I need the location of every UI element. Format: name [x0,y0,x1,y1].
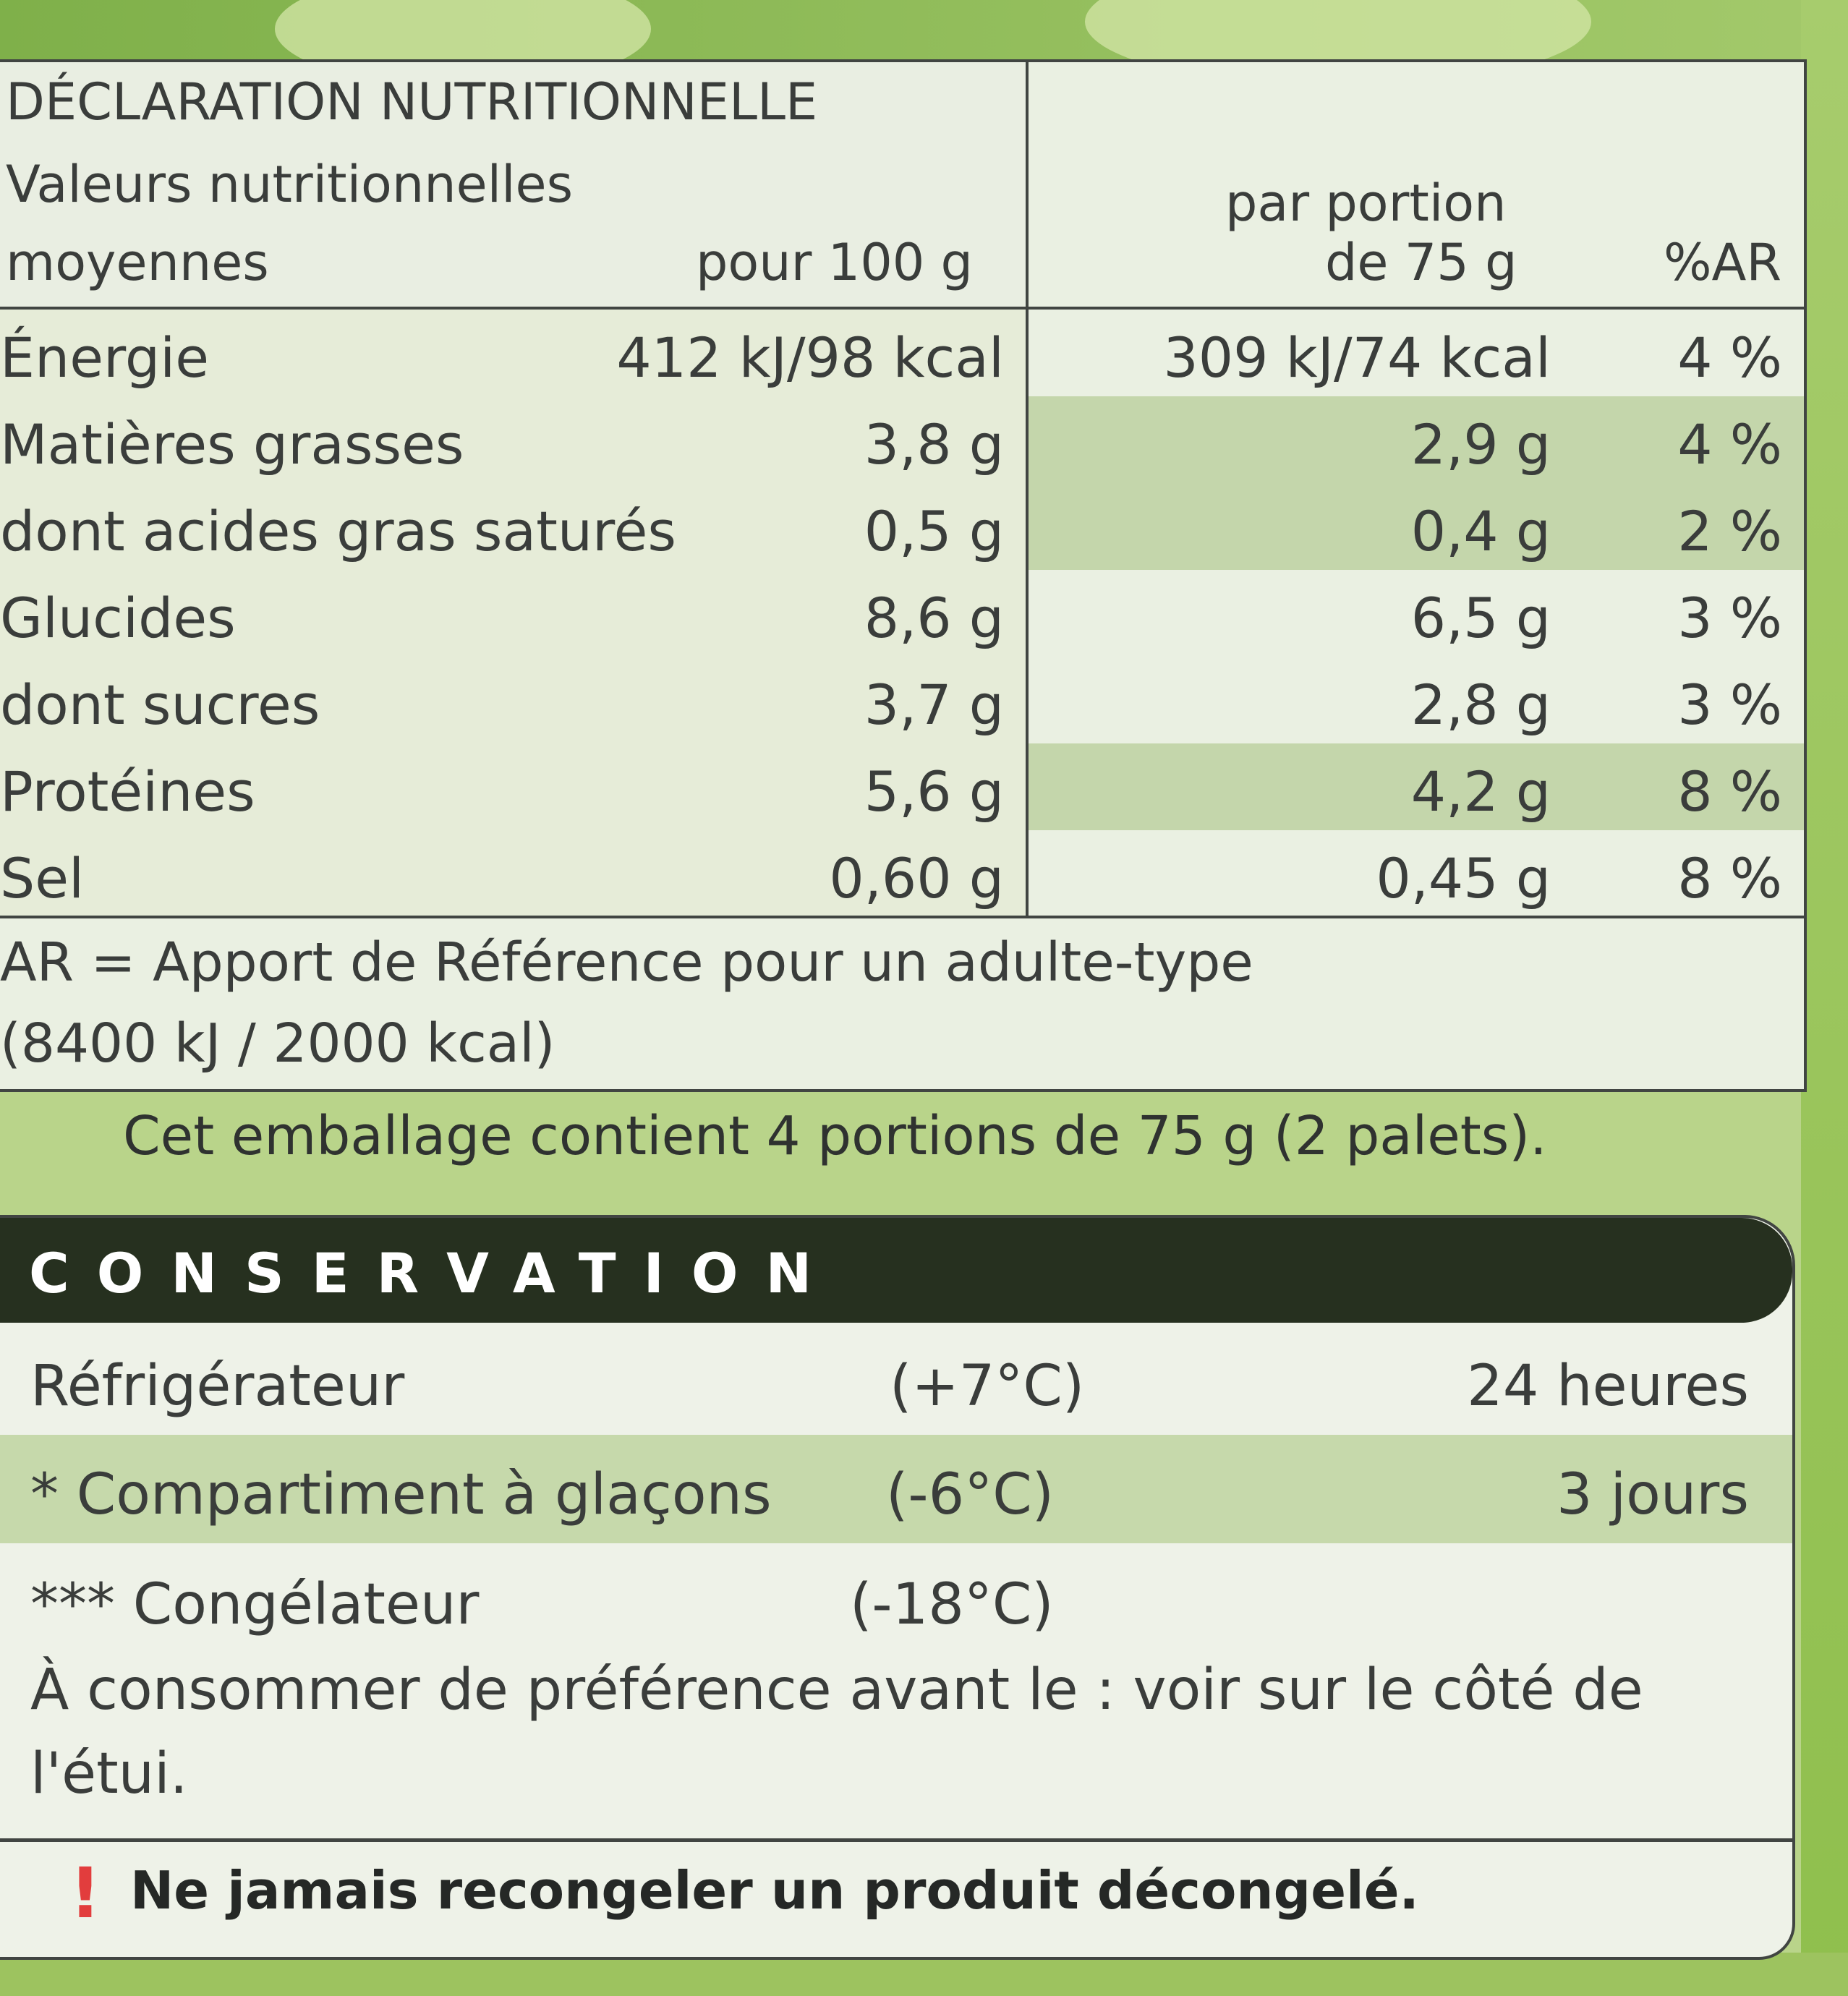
footnote-divider [0,916,1804,918]
value-ar: 4 % [1677,412,1782,477]
value-ar: 8 % [1677,759,1782,824]
value-portion: 309 kJ/74 kcal [1163,325,1551,390]
background-foliage-bottom [0,1953,1848,1996]
storage-label: *** Congélateur [30,1572,480,1637]
row-label: dont acides gras saturés [0,499,676,563]
value-per100: 412 kJ/98 kcal [616,325,1004,390]
conservation-row-freezer: *** Congélateur (-18°C) [0,1545,1792,1653]
nutrition-table: DÉCLARATION NUTRITIONNELLE Valeurs nutri… [0,59,1807,1092]
nutrition-subtitle-line1: Valeurs nutritionnelles [6,155,574,214]
nutrition-row-salt: Sel 0,60 g 0,45 g 8 % [0,830,1804,917]
storage-temp: (-18°C) [850,1572,1054,1637]
nutrition-row-sugars: dont sucres 3,7 g 2,8 g 3 % [0,657,1804,743]
warning-divider [0,1838,1792,1842]
value-portion: 2,8 g [1410,673,1551,737]
nutrition-row-saturated: dont acides gras saturés 0,5 g 0,4 g 2 % [0,483,1804,570]
nutrition-row-fat: Matières grasses 3,8 g 2,9 g 4 % [0,396,1804,483]
conservation-header: CONSERVATION [0,1218,1792,1323]
portions-note: Cet emballage contient 4 portions de 75 … [123,1105,1547,1167]
nutrition-row-energy: Énergie 412 kJ/98 kcal 309 kJ/74 kcal 4 … [0,310,1804,396]
nutrition-row-carbs: Glucides 8,6 g 6,5 g 3 % [0,570,1804,657]
column-header-per100: pour 100 g [696,233,973,292]
value-portion: 4,2 g [1410,759,1551,824]
value-per100: 0,5 g [864,499,1004,563]
value-portion: 6,5 g [1410,586,1551,650]
storage-label: * Compartiment à glaçons [30,1462,772,1527]
row-label: Protéines [0,759,255,824]
value-portion: 0,45 g [1376,846,1551,910]
column-header-ar: %AR [1664,233,1782,292]
nutrition-header-bg [0,62,1026,307]
background-foliage-right [1801,0,1848,1996]
conservation-box: CONSERVATION Réfrigérateur (+7°C) 24 heu… [0,1215,1795,1960]
value-portion: 0,4 g [1410,499,1551,563]
column-header-portion-line1: par portion [1225,174,1507,233]
footnote-line2: (8400 kJ / 2000 kcal) [0,1012,555,1075]
nutrition-row-protein: Protéines 5,6 g 4,2 g 8 % [0,743,1804,830]
column-divider [1026,62,1029,916]
footnote-line1: AR = Apport de Référence pour un adulte-… [0,931,1253,994]
column-header-portion-line2: de 75 g [1325,233,1517,292]
storage-temp: (+7°C) [890,1354,1085,1419]
value-per100: 0,60 g [829,846,1004,910]
nutrition-title: DÉCLARATION NUTRITIONNELLE [6,72,818,132]
row-label: Glucides [0,586,236,650]
warning-exclamation-icon: ! [69,1853,101,1934]
storage-temp: (-6°C) [886,1462,1055,1527]
row-label: dont sucres [0,673,320,737]
best-before-note: À consommer de préférence avant le : voi… [30,1658,1643,1807]
value-ar: 8 % [1677,846,1782,910]
conservation-row-ice: * Compartiment à glaçons (-6°C) 3 jours [0,1435,1792,1543]
row-label: Sel [0,846,85,910]
conservation-title: CONSERVATION [29,1241,840,1305]
value-per100: 8,6 g [864,586,1004,650]
value-ar: 2 % [1677,499,1782,563]
warning-text: Ne jamais recongeler un produit décongel… [130,1860,1419,1921]
value-portion: 2,9 g [1410,412,1551,477]
header-divider [0,307,1804,310]
nutrition-subtitle-line2: moyennes [6,233,269,292]
row-label: Matières grasses [0,412,464,477]
storage-duration: 3 jours [1557,1462,1749,1527]
value-ar: 3 % [1677,586,1782,650]
value-ar: 4 % [1677,325,1782,390]
row-label: Énergie [0,325,209,390]
value-per100: 5,6 g [864,759,1004,824]
storage-label: Réfrigérateur [30,1354,405,1419]
value-ar: 3 % [1677,673,1782,737]
value-per100: 3,7 g [864,673,1004,737]
value-per100: 3,8 g [864,412,1004,477]
conservation-row-fridge: Réfrigérateur (+7°C) 24 heures [0,1326,1792,1435]
storage-duration: 24 heures [1467,1354,1749,1419]
